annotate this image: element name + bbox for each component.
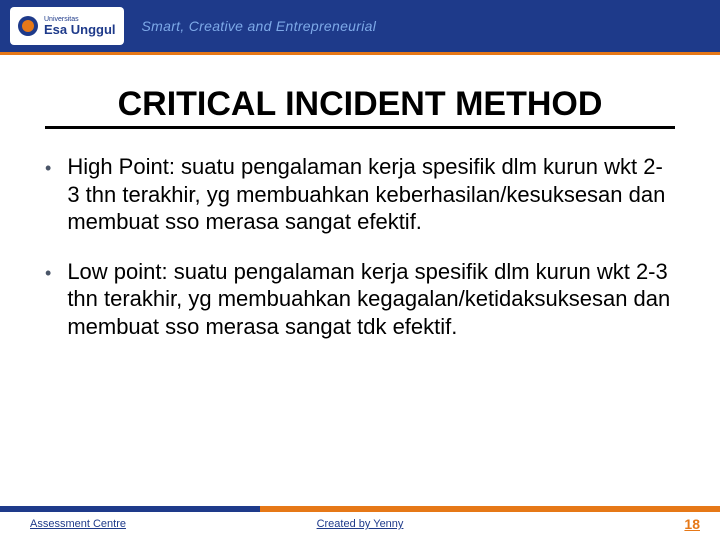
- bullet-list: • High Point: suatu pengalaman kerja spe…: [45, 153, 675, 340]
- list-item: • High Point: suatu pengalaman kerja spe…: [45, 153, 675, 236]
- university-logo: Universitas Esa Unggul: [10, 7, 124, 45]
- bullet-text: Low point: suatu pengalaman kerja spesif…: [67, 258, 675, 341]
- slide-header: Universitas Esa Unggul Smart, Creative a…: [0, 0, 720, 55]
- slide-content: CRITICAL INCIDENT METHOD • High Point: s…: [0, 55, 720, 340]
- footer-left-text: Assessment Centre: [30, 518, 126, 530]
- footer-divider: [0, 506, 720, 512]
- logo-text: Universitas Esa Unggul: [44, 16, 116, 36]
- list-item: • Low point: suatu pengalaman kerja spes…: [45, 258, 675, 341]
- logo-name: Esa Unggul: [44, 23, 116, 36]
- footer-content: Assessment Centre Created by Yenny 18: [0, 518, 720, 530]
- slide-title: CRITICAL INCIDENT METHOD: [45, 85, 675, 129]
- footer-center-text: Created by Yenny: [317, 518, 404, 530]
- logo-icon: [18, 16, 38, 36]
- bullet-text: High Point: suatu pengalaman kerja spesi…: [67, 153, 675, 236]
- slide-footer: Assessment Centre Created by Yenny 18: [0, 506, 720, 540]
- page-number: 18: [684, 516, 700, 532]
- header-tagline: Smart, Creative and Entrepreneurial: [142, 18, 377, 34]
- bullet-icon: •: [45, 262, 51, 341]
- bullet-icon: •: [45, 157, 51, 236]
